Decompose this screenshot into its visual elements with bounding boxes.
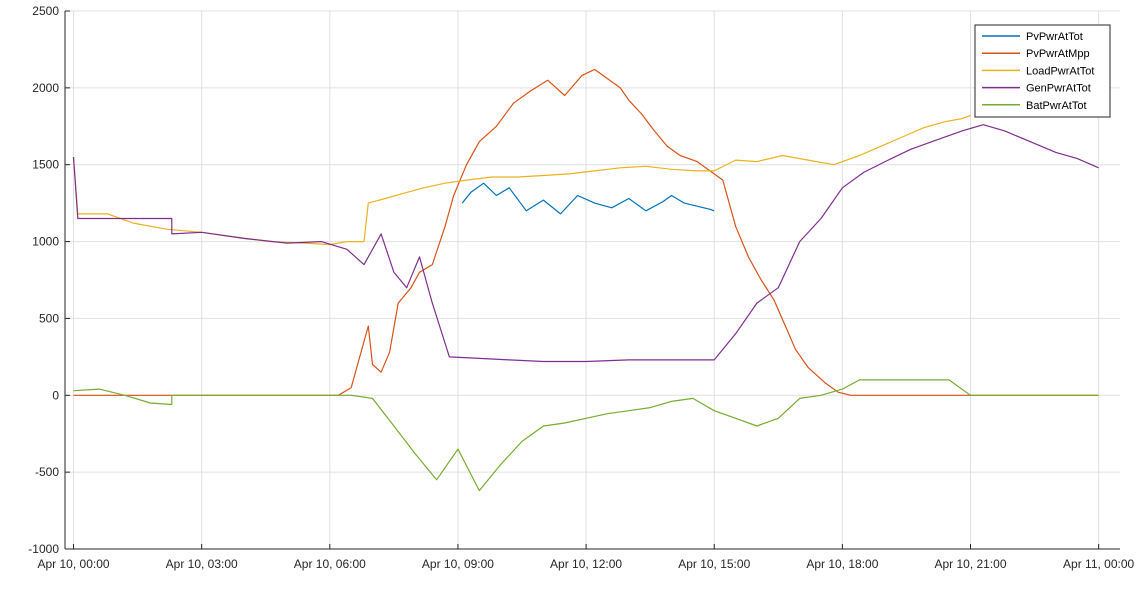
x-tick-label: Apr 10, 09:00 <box>422 557 494 571</box>
y-tick-label: -500 <box>35 465 59 479</box>
legend-label: BatPwrAtTot <box>1026 100 1087 112</box>
legend-label: PvPwrAtMpp <box>1026 48 1090 60</box>
axes: -1000 -500 0 500 1000 1500 2000 2500 Apr 10, 00:… <box>28 4 1134 571</box>
y-tick-label: 500 <box>39 311 59 325</box>
x-tick-label: Apr 10, 00:00 <box>38 557 110 571</box>
series-layer <box>72 68 1099 492</box>
y-tick-label: -1000 <box>28 542 59 556</box>
legend: PvPwrAtTot PvPwrAtMpp LoadPwrAtTot GenPwrAt… <box>974 24 1111 118</box>
x-tick-label: Apr 10, 12:00 <box>550 557 622 571</box>
plot-area <box>65 11 1120 549</box>
y-tick-label: 0 <box>52 388 59 402</box>
series-line-PvPwrAtTot <box>461 182 715 215</box>
x-tick-label: Apr 11, 00:00 <box>1063 557 1134 571</box>
x-tick-label: Apr 10, 18:00 <box>806 557 878 571</box>
y-tick-label: 2500 <box>32 4 59 18</box>
series-line-GenPwrAtTot <box>72 124 1099 363</box>
legend-label: LoadPwrAtTot <box>1026 65 1094 77</box>
legend-label: PvPwrAtTot <box>1026 31 1083 43</box>
series-line-PvPwrAtMpp <box>73 68 1099 396</box>
y-tick-label: 2000 <box>32 81 59 95</box>
x-tick-label: Apr 10, 15:00 <box>678 557 750 571</box>
grid <box>65 10 1120 550</box>
series-line-BatPwrAtTot <box>73 379 1099 492</box>
legend-label: GenPwrAtTot <box>1026 83 1091 95</box>
y-tick-label: 1500 <box>32 158 59 172</box>
x-tick-label: Apr 10, 03:00 <box>166 557 238 571</box>
x-tick-label: Apr 10, 06:00 <box>294 557 366 571</box>
x-tick-label: Apr 10, 21:00 <box>934 557 1006 571</box>
y-tick-label: 1000 <box>32 235 59 249</box>
